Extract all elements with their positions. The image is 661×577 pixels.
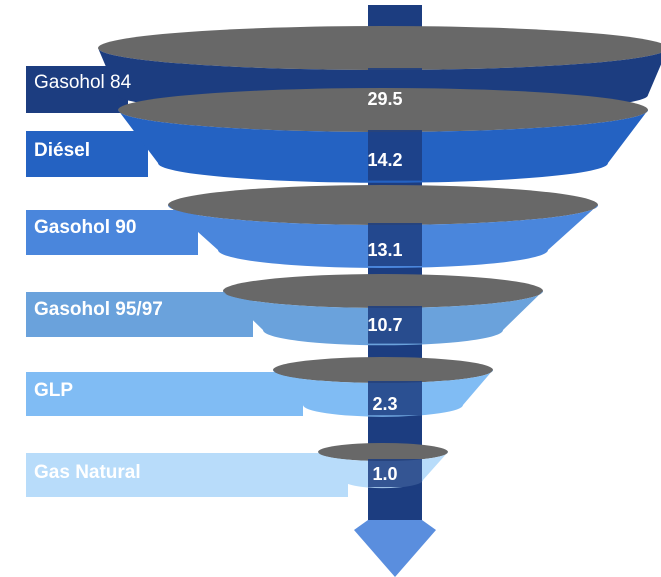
funnel-rim xyxy=(98,26,661,70)
category-label: Diésel xyxy=(34,140,90,161)
category-label: GLP xyxy=(34,380,73,401)
funnel-rim xyxy=(318,443,448,461)
category-label: Gas Natural xyxy=(34,462,141,483)
category-label: Gasohol 95/97 xyxy=(34,299,163,320)
center-bar-segment xyxy=(368,306,422,344)
category-label: Gasohol 84 xyxy=(34,72,132,93)
funnel-rim xyxy=(273,357,493,383)
label-band xyxy=(26,210,198,255)
funnel-segment xyxy=(273,357,493,417)
center-bar-segment xyxy=(368,459,422,488)
value-label: 10.7 xyxy=(367,315,402,335)
label-band xyxy=(26,372,303,416)
center-bar-segment xyxy=(368,381,422,416)
center-bar-segment xyxy=(368,223,422,266)
funnel-rim xyxy=(223,274,543,308)
funnel-rim xyxy=(168,185,598,225)
label-band xyxy=(26,453,348,497)
label-band xyxy=(26,131,148,177)
label-band xyxy=(26,292,253,337)
funnel-segment xyxy=(223,274,543,346)
center-bar-segment xyxy=(368,130,422,181)
value-label: 13.1 xyxy=(367,240,402,260)
funnel-rim xyxy=(118,88,648,132)
funnel-segment xyxy=(318,443,448,489)
funnel-segment xyxy=(168,185,598,268)
value-label: 29.5 xyxy=(367,89,402,109)
category-label: Gasohol 90 xyxy=(34,217,136,238)
value-label: 14.2 xyxy=(367,150,402,170)
value-label: 2.3 xyxy=(372,394,397,414)
value-label: 1.0 xyxy=(372,464,397,484)
funnel-segment xyxy=(118,88,648,183)
down-arrow xyxy=(354,520,436,577)
